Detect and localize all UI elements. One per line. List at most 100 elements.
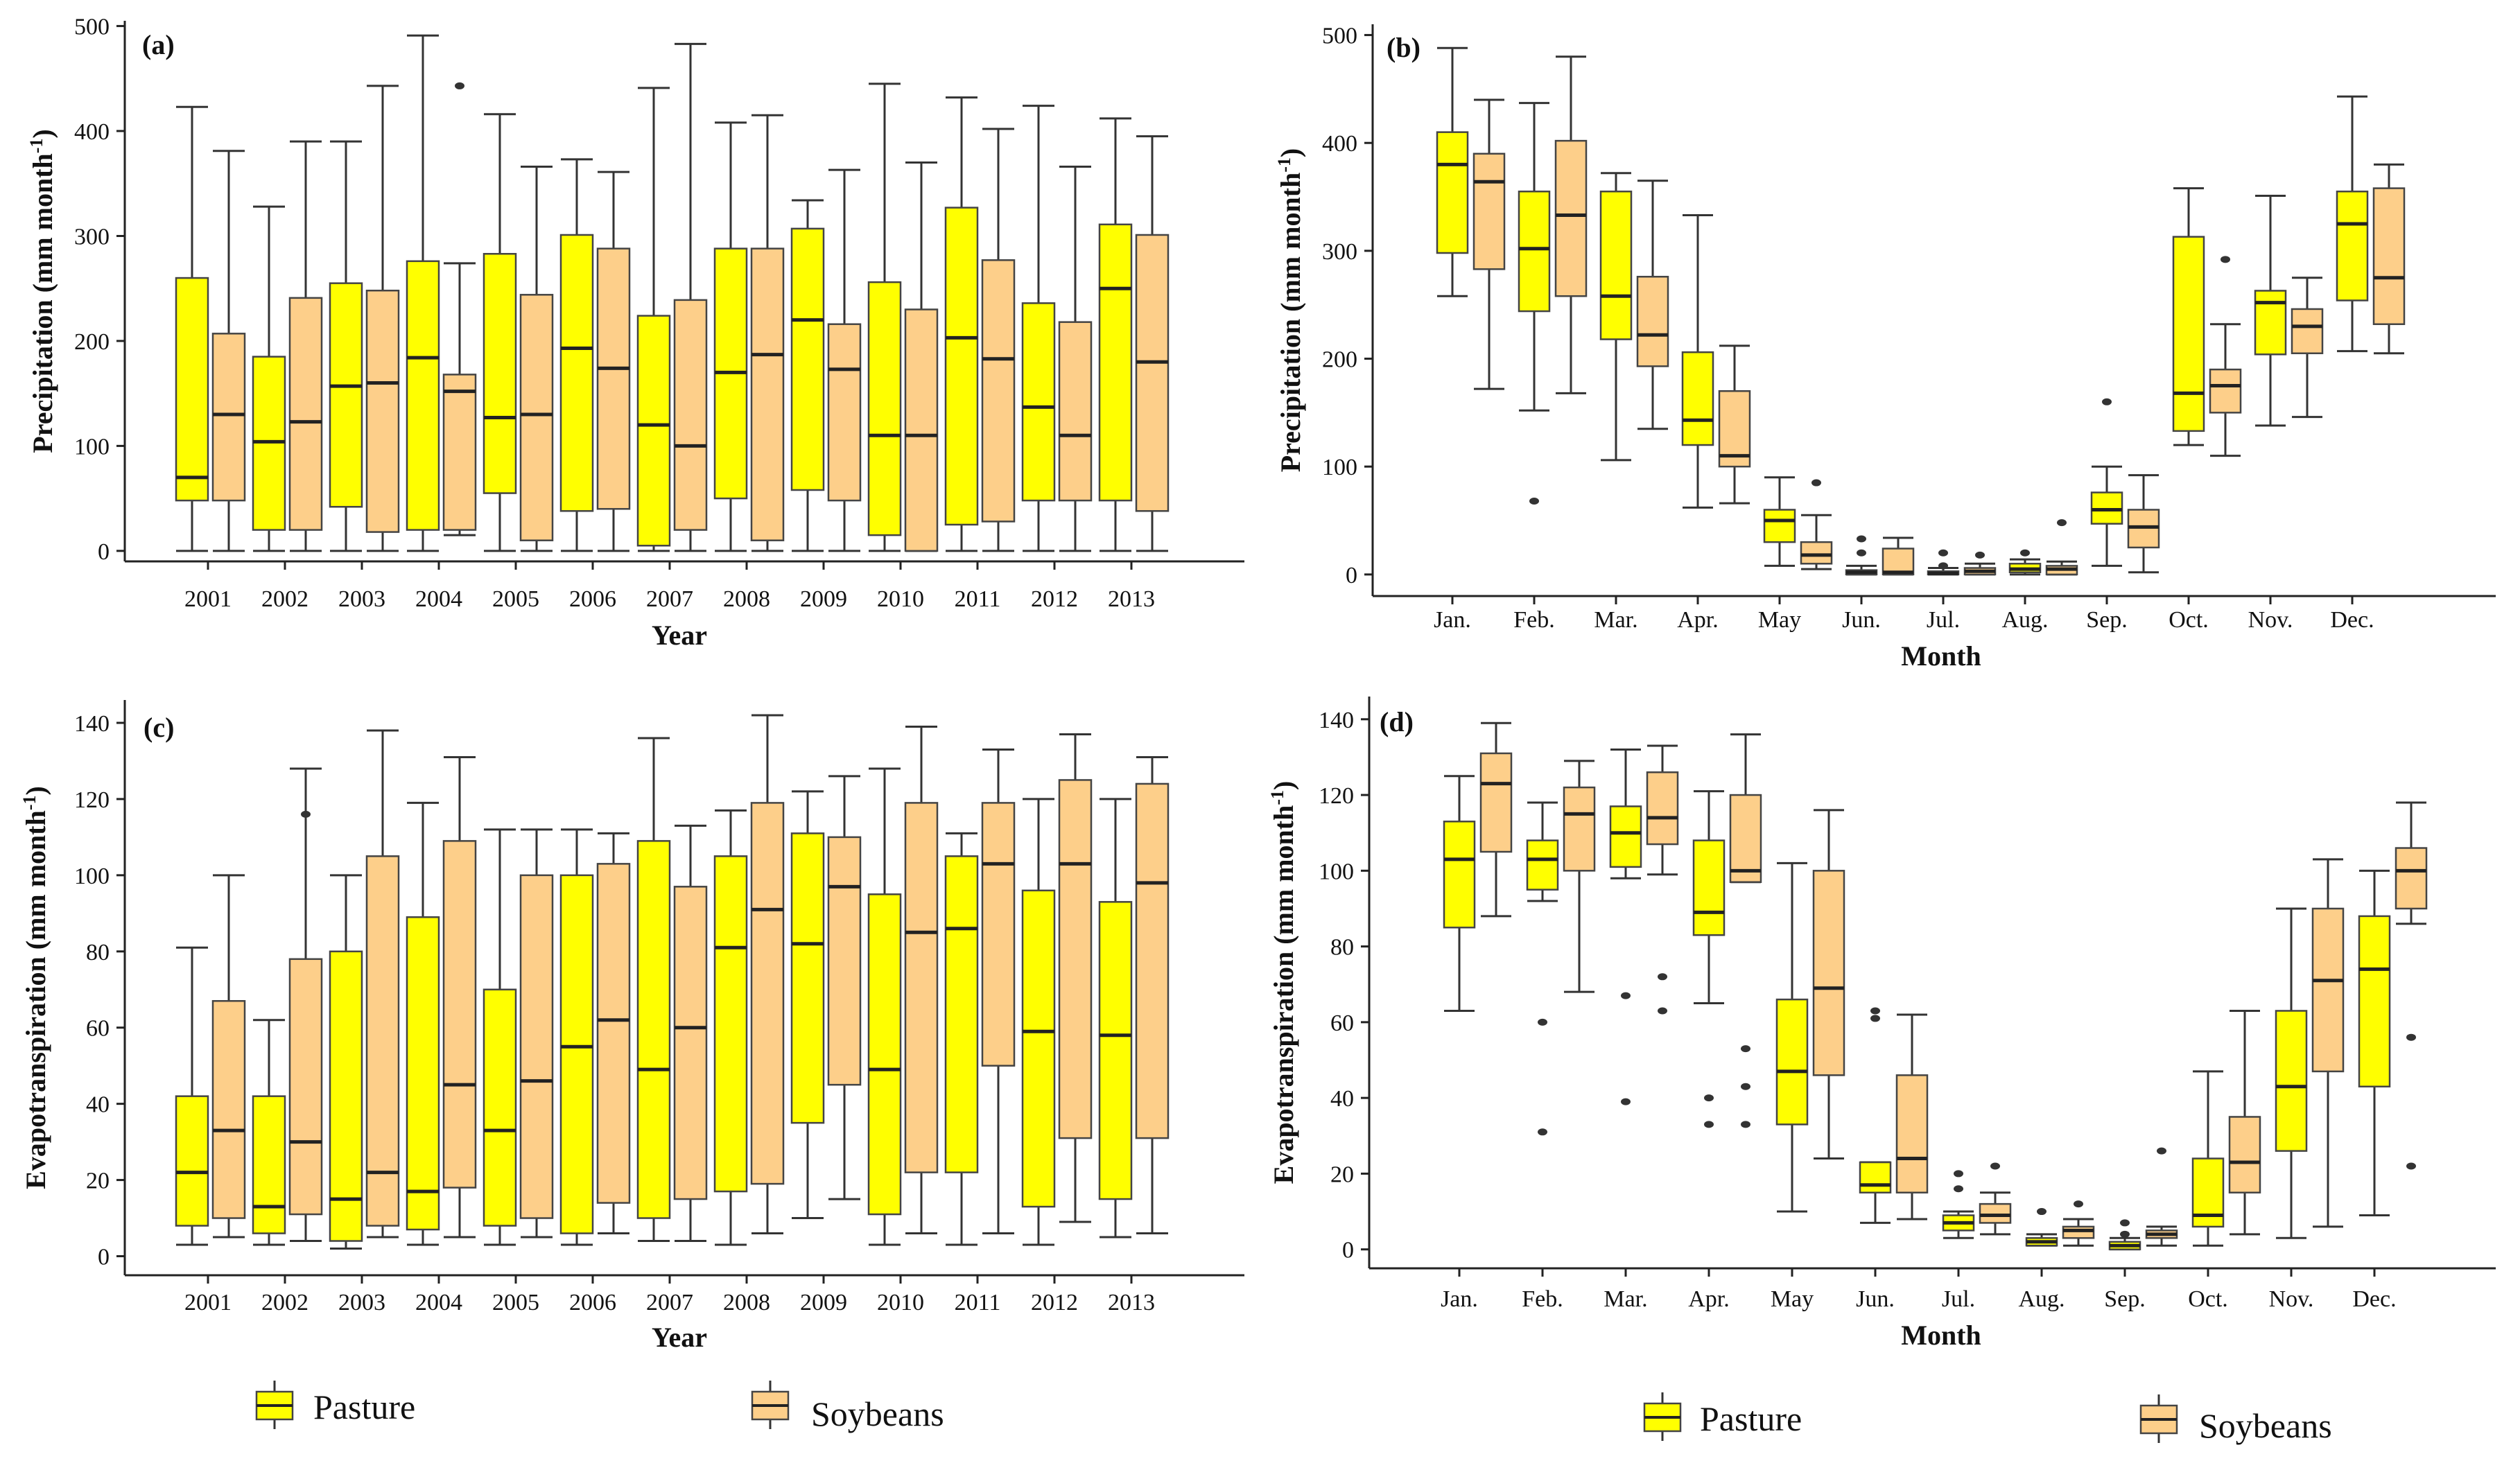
y-axis-label: Evapotranspiration (mm month-1) [1267, 781, 1299, 1184]
x-tick-label: Oct. [2188, 1286, 2228, 1312]
y-tick-label: 100 [1319, 859, 1354, 884]
box-body [329, 282, 363, 508]
box-pasture-jul [1927, 549, 1960, 576]
box-body [1609, 805, 1642, 868]
box-soybeans-2005 [519, 166, 554, 552]
x-tick-label: Oct. [2169, 607, 2209, 633]
box-body [1058, 321, 1093, 502]
y-tick-label: 500 [74, 15, 110, 40]
box-soybeans-2011 [981, 748, 1016, 1235]
x-tick-label: Dec. [2330, 607, 2374, 633]
x-tick-label: Apr. [1677, 607, 1719, 633]
legend-soybeans-key [751, 1381, 790, 1429]
x-tick-label: 2010 [877, 1290, 924, 1315]
box-body [1859, 1161, 1892, 1193]
box-pasture-dec [2358, 869, 2391, 1217]
box-body [1479, 752, 1513, 853]
box-pasture-dec [2336, 95, 2369, 353]
box-pasture-jan [1436, 46, 1469, 297]
box-pasture-2005 [483, 113, 517, 552]
box-body [636, 315, 671, 547]
x-tick-label: 2006 [569, 586, 616, 612]
x-tick-label: Sep. [2104, 1286, 2146, 1312]
box-pasture-2013 [1098, 117, 1133, 552]
box-soybeans-2008 [750, 714, 785, 1235]
box-soybeans-dec [2372, 163, 2406, 355]
box-soybeans-nov [2311, 858, 2345, 1228]
x-tick-label: Aug. [2018, 1286, 2065, 1312]
box-body [867, 893, 902, 1216]
box-pasture-2004 [406, 34, 440, 552]
box-soybeans-2011 [981, 128, 1016, 552]
box-body [2395, 847, 2428, 910]
x-tick-label: Sep. [2086, 607, 2128, 633]
box-body [1979, 1202, 2012, 1224]
outlier-point [2020, 549, 2030, 557]
y-tick-label: 80 [1330, 935, 1354, 961]
y-tick-label: 400 [1322, 131, 1357, 157]
box-body [1526, 839, 1559, 891]
legend-soybeans-label: Soybeans [811, 1394, 944, 1433]
box-body [2291, 308, 2324, 355]
box-pasture-feb [1526, 801, 1559, 1136]
box-body [2336, 191, 2369, 301]
outlier-point [1741, 1083, 1750, 1090]
box-soybeans-2006 [596, 170, 631, 552]
x-tick-label: 2012 [1031, 586, 1078, 612]
box-soybeans-2003 [365, 729, 400, 1239]
box-body [2172, 236, 2205, 432]
box-soybeans-may [1812, 809, 1845, 1160]
box-soybeans-oct [2209, 256, 2242, 457]
y-tick-label: 0 [98, 1245, 110, 1270]
box-pasture-2007 [636, 87, 671, 552]
x-tick-label: 2006 [569, 1290, 616, 1315]
y-tick-label: 100 [74, 434, 110, 460]
box-body [519, 874, 554, 1219]
box-soybeans-2004 [442, 755, 477, 1239]
x-tick-label: Jun. [1842, 607, 1881, 633]
outlier-point [2037, 1208, 2047, 1216]
box-pasture-may [1775, 861, 1809, 1213]
box-pasture-2009 [790, 790, 825, 1220]
x-tick-label: May [1771, 1286, 1814, 1312]
box-soybeans-2009 [827, 168, 862, 552]
outlier-point [1954, 1170, 1963, 1178]
box-body [713, 855, 748, 1193]
y-tick-label: 40 [86, 1092, 110, 1118]
box-body [483, 252, 517, 494]
y-tick-label: 80 [86, 940, 110, 965]
box-soybeans-2001 [211, 150, 246, 552]
outlier-point [1658, 1007, 1667, 1015]
box-pasture-jan [1443, 775, 1476, 1012]
x-tick-label: 2002 [261, 586, 309, 612]
y-tick-label: 60 [86, 1016, 110, 1042]
y-tick-label: 60 [1330, 1010, 1354, 1036]
box-body [1692, 839, 1726, 936]
box-soybeans-oct [2228, 1009, 2261, 1236]
box-body [673, 299, 708, 531]
box-body [1135, 234, 1170, 512]
panel-b-precipitation-by-month: 0 100 200 300 400 500 (b) Precipitation (mm mon… [1274, 24, 2496, 672]
box-body [519, 294, 554, 541]
outlier-point [1538, 1128, 1547, 1136]
box-pasture-jul [1942, 1170, 1975, 1239]
box-body [1472, 152, 1506, 270]
legend-pasture-label: Pasture [313, 1388, 415, 1426]
box-soybeans-aug [2045, 519, 2078, 576]
x-tick-label: 2001 [184, 1290, 232, 1315]
x-tick-label: 2008 [723, 586, 770, 612]
x-tick-label: Dec. [2352, 1286, 2396, 1312]
y-axis-label: Precipitation (mm month-1) [26, 129, 58, 453]
box-body [211, 333, 246, 502]
y-tick-label: 120 [1319, 783, 1354, 809]
box-body [1554, 139, 1588, 297]
box-body [406, 916, 440, 1231]
box-pasture-may [1763, 476, 1796, 567]
box-pasture-2008 [713, 809, 748, 1246]
box-pasture-nov [2275, 907, 2308, 1239]
box-body [1763, 509, 1796, 543]
legend-soybeans-label: Soybeans [2199, 1406, 2332, 1445]
x-tick-label: Jan. [1434, 607, 1471, 633]
box-soybeans-sep [2127, 474, 2160, 574]
